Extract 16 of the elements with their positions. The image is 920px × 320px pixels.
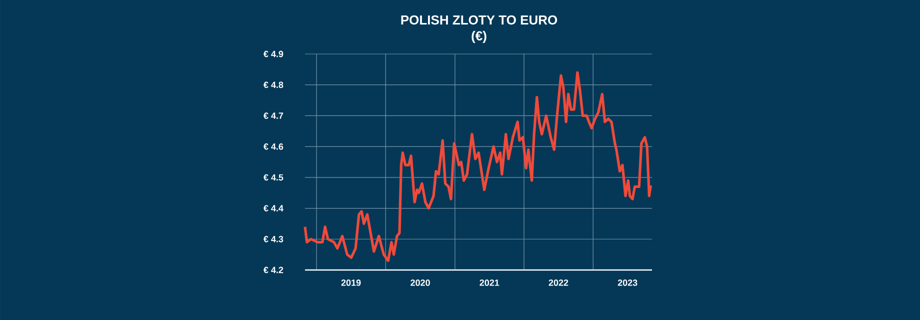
y-tick-label: € 4.5 — [264, 174, 284, 181]
x-tick-label: 2023 — [618, 280, 638, 286]
y-tick-label: € 4.4 — [264, 205, 284, 212]
chart-subtitle: (€) — [472, 30, 486, 44]
y-tick-label: € 4.3 — [264, 236, 284, 242]
x-tick-label: 2020 — [410, 280, 430, 286]
x-tick-label: 2022 — [548, 280, 568, 286]
chart-title: POLISH ZLOTY TO EURO — [401, 15, 558, 25]
y-tick-label: € 4.8 — [264, 82, 284, 88]
y-tick-label: € 4.7 — [264, 112, 284, 119]
y-tick-label: € 4.9 — [264, 50, 284, 58]
x-tick-label: 2021 — [480, 280, 500, 286]
y-tick-label: € 4.2 — [264, 266, 284, 274]
y-tick-label: € 4.6 — [264, 143, 284, 150]
x-tick-label: 2019 — [341, 280, 361, 286]
line-series — [304, 71, 654, 262]
